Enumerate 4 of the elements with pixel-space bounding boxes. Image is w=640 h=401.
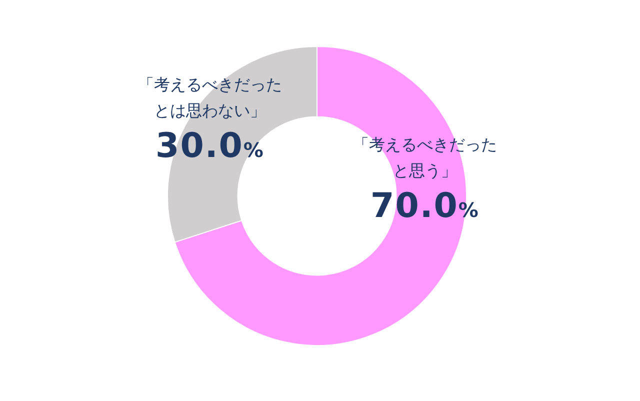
data-label: 30.0% [154, 125, 266, 168]
slice-label: 「考えるべきだったとは思わない」 [137, 74, 283, 122]
slice-label: 「考えるべきだったと思う」 [352, 134, 498, 182]
data-label: 70.0% [370, 185, 480, 228]
